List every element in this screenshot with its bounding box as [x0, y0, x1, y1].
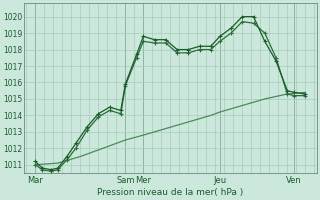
X-axis label: Pression niveau de la mer( hPa ): Pression niveau de la mer( hPa )	[97, 188, 244, 197]
